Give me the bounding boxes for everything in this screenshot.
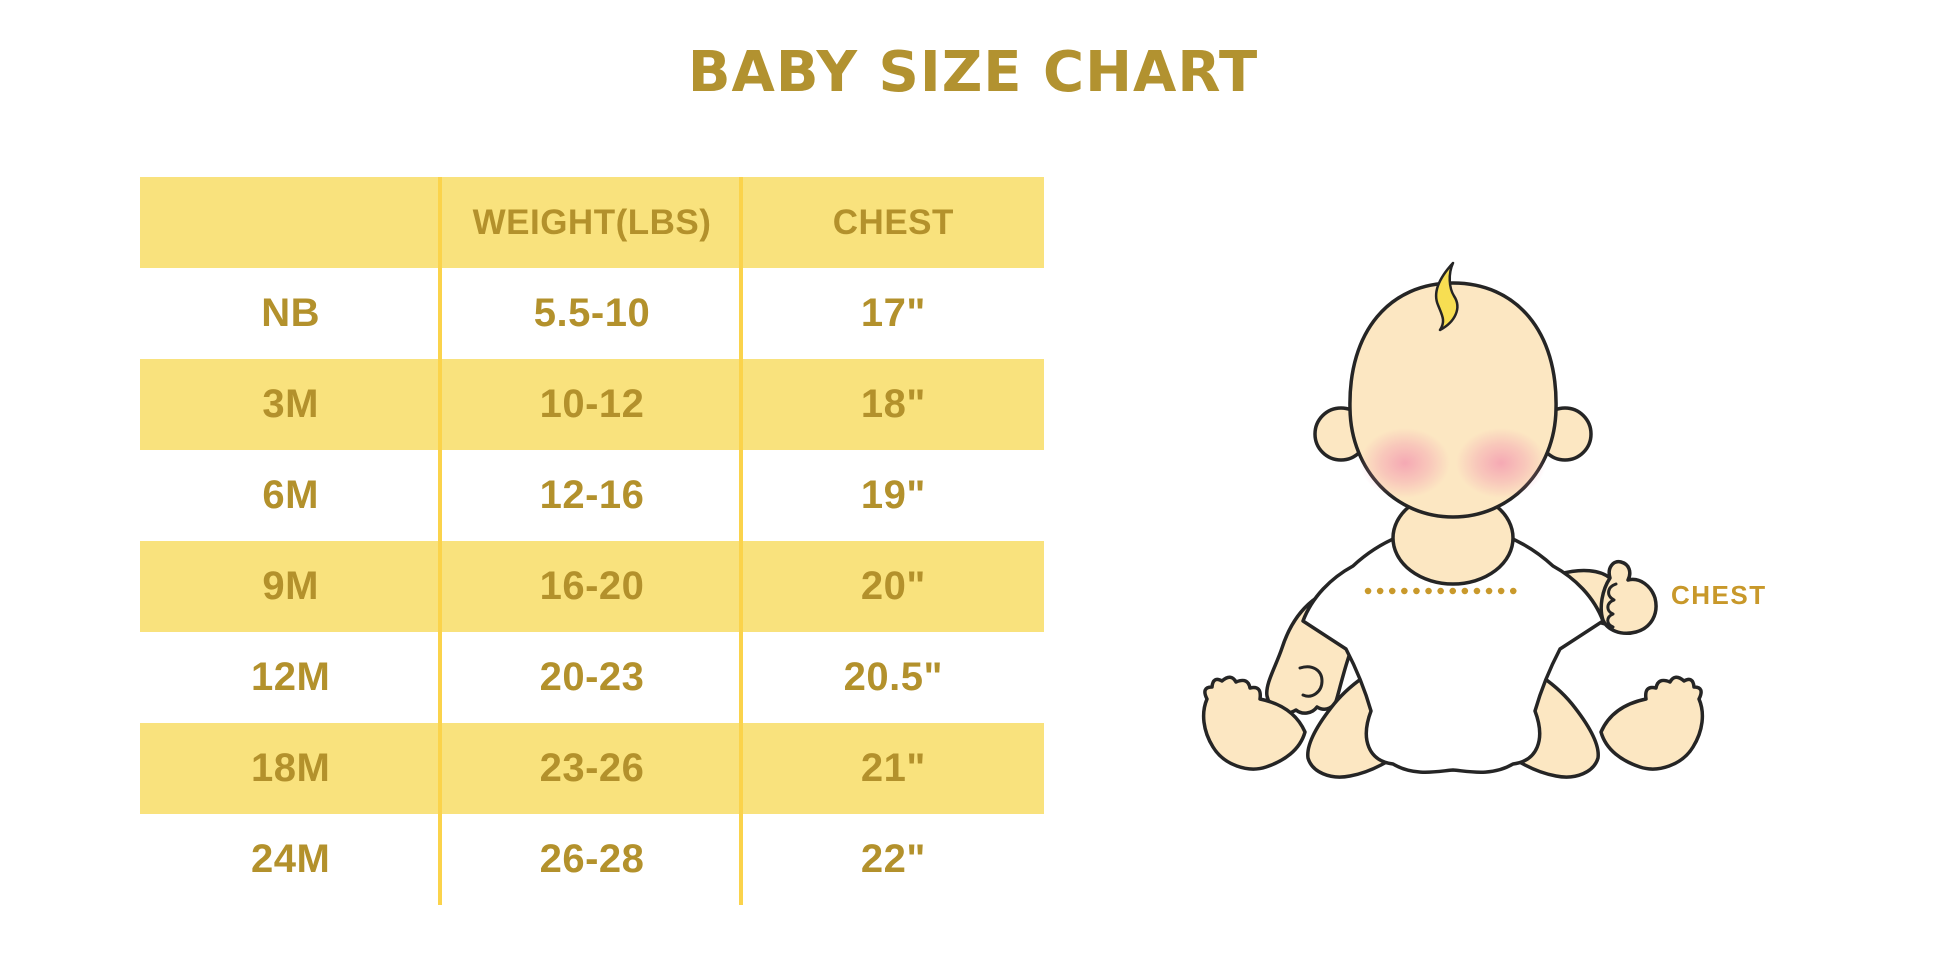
baby-illustration (1201, 261, 1705, 779)
chest-cell: 17" (860, 291, 926, 335)
size-cell: NB (261, 291, 321, 335)
size-cell: 24M (251, 837, 331, 881)
table-row: 9M 16-20 20" (140, 541, 1044, 632)
size-cell: 12M (251, 655, 331, 699)
chest-cell: 19" (860, 473, 926, 517)
table-row: 12M 20-23 20.5" (140, 632, 1044, 723)
weight-cell: 26-28 (539, 837, 645, 881)
size-table: WEIGHT(LBS) CHEST NB 5.5-10 17" 3M 10-12… (140, 177, 1044, 905)
table-row: 3M 10-12 18" (140, 359, 1044, 450)
baby-fist-knuckle-lines (1606, 582, 1618, 629)
baby-left-blush (1360, 428, 1450, 498)
baby-right-foot (1599, 675, 1705, 771)
header-weight: WEIGHT(LBS) (472, 202, 712, 242)
size-cell: 18M (251, 746, 331, 790)
chest-cell: 18" (860, 382, 926, 426)
table-row: NB 5.5-10 17" (140, 268, 1044, 359)
header-size (140, 177, 441, 268)
baby-left-hand-finger-line (1298, 665, 1324, 698)
chest-cell: 20" (860, 564, 926, 608)
baby-right-blush (1456, 428, 1546, 498)
table-column-divider (438, 177, 442, 905)
weight-cell: 12-16 (539, 473, 645, 517)
table-header-row: WEIGHT(LBS) CHEST (140, 177, 1044, 268)
size-cell: 6M (262, 473, 319, 517)
chest-cell: 21" (860, 746, 926, 790)
baby-left-foot (1201, 675, 1307, 771)
baby-hair-curl (1434, 261, 1459, 332)
table-row: 24M 26-28 22" (140, 814, 1044, 905)
chest-cell: 20.5" (843, 655, 943, 699)
table-row: 6M 12-16 19" (140, 450, 1044, 541)
size-cell: 3M (262, 382, 319, 426)
weight-cell: 16-20 (539, 564, 645, 608)
chest-label: CHEST (1671, 580, 1767, 610)
weight-cell: 10-12 (539, 382, 645, 426)
weight-cell: 5.5-10 (533, 291, 651, 335)
page-title: BABY SIZE CHART (687, 40, 1259, 105)
weight-cell: 20-23 (539, 655, 645, 699)
table-row: 18M 23-26 21" (140, 723, 1044, 814)
weight-cell: 23-26 (539, 746, 645, 790)
size-cell: 9M (262, 564, 319, 608)
chest-cell: 22" (860, 837, 926, 881)
header-chest: CHEST (832, 202, 954, 242)
table-column-divider (739, 177, 743, 905)
